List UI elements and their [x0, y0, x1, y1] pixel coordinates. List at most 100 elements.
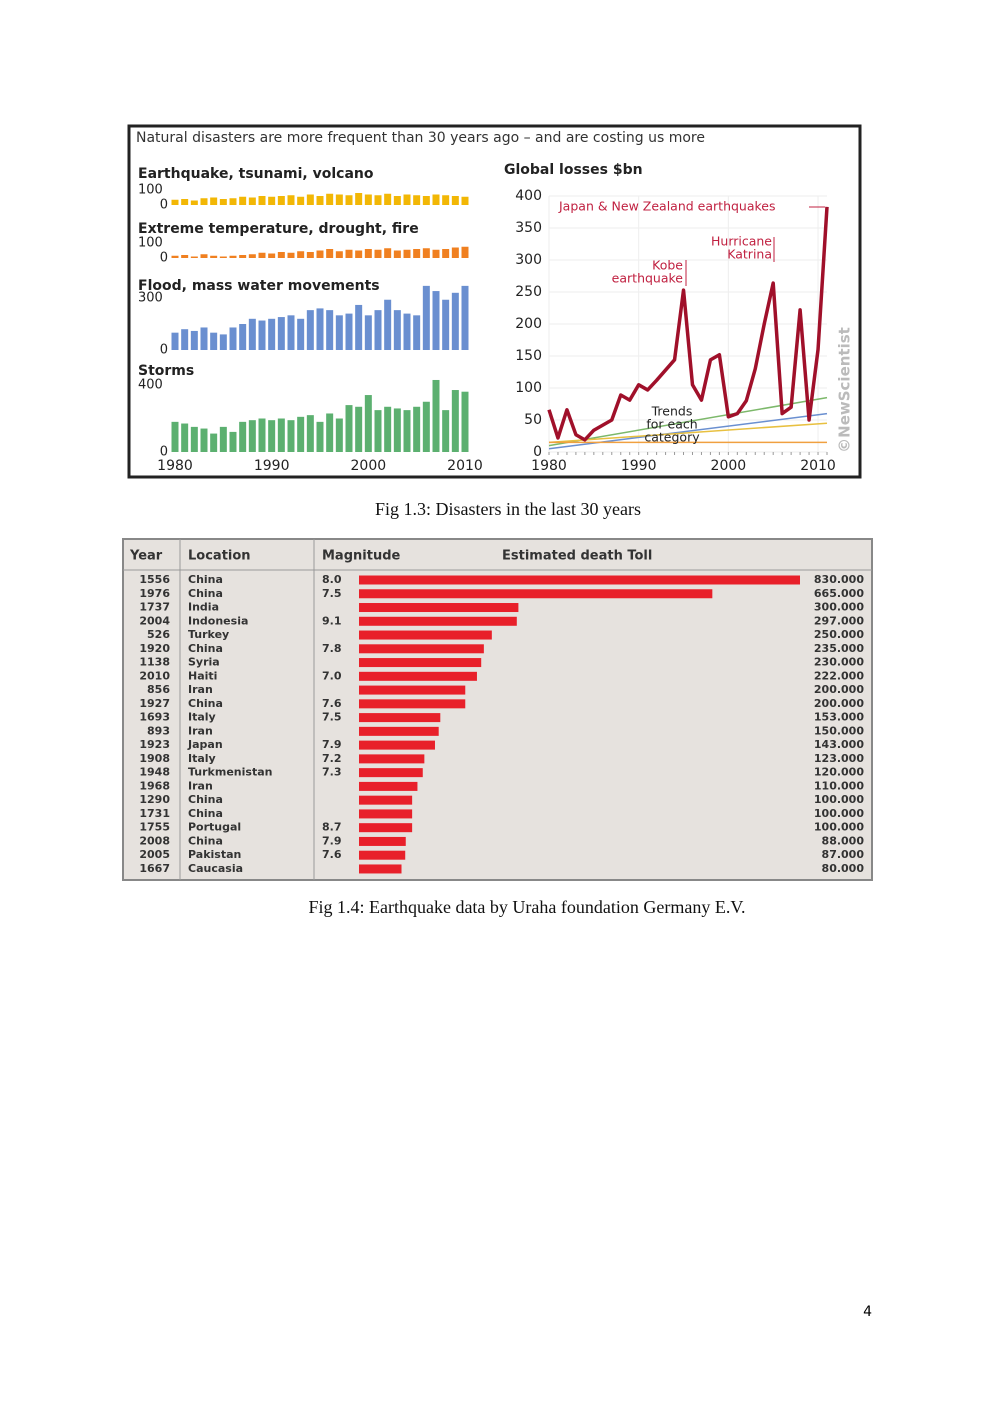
bar — [258, 320, 266, 350]
bar — [248, 318, 256, 350]
death-bar — [359, 713, 441, 723]
bar — [171, 255, 179, 258]
y-tick-label: 400 — [138, 378, 163, 393]
bar — [374, 410, 382, 452]
credit: ©NewScientist — [836, 327, 854, 453]
bar — [239, 421, 247, 452]
annotation: Hurricane — [711, 234, 772, 249]
bar — [326, 193, 334, 205]
panel-title: Extreme temperature, drought, fire — [138, 221, 419, 237]
year: 1976 — [139, 587, 170, 600]
year: 526 — [147, 628, 170, 641]
death-bar — [359, 809, 413, 819]
bar — [181, 199, 189, 205]
bar — [335, 251, 343, 258]
magnitude: 8.0 — [322, 573, 342, 586]
bar — [248, 420, 256, 452]
bar — [355, 193, 363, 205]
death-bar — [359, 644, 484, 654]
figure-frame — [127, 124, 862, 479]
death-bar — [359, 630, 492, 640]
magnitude: 7.6 — [322, 848, 342, 861]
trend-line — [548, 422, 828, 444]
bar — [335, 315, 343, 350]
year: 1908 — [139, 752, 170, 765]
bar — [422, 196, 430, 205]
bar — [171, 199, 179, 205]
year: 2008 — [139, 834, 170, 847]
death-label: 80.000 — [822, 862, 865, 875]
bar — [384, 299, 392, 350]
bar — [200, 254, 208, 258]
annotation: for each — [646, 417, 697, 432]
bar — [268, 420, 276, 452]
death-bar — [359, 671, 477, 681]
bar — [461, 246, 469, 258]
year: 1755 — [139, 821, 170, 834]
bar — [306, 252, 314, 258]
bar — [287, 420, 295, 452]
location: Syria — [188, 656, 220, 669]
year: 1556 — [139, 573, 170, 586]
x-tick-label: 1980 — [157, 458, 193, 474]
death-label: 100.000 — [814, 793, 864, 806]
caption: Fig 1.3: Disasters in the last 30 years — [375, 499, 641, 519]
bar — [268, 253, 276, 258]
location: Iran — [188, 683, 213, 696]
magnitude: 7.9 — [322, 738, 342, 751]
bar — [171, 332, 179, 350]
bar — [432, 379, 440, 452]
bar — [277, 317, 285, 350]
bar — [442, 299, 450, 350]
bar — [403, 410, 411, 452]
year: 1290 — [139, 793, 170, 806]
location: Iran — [188, 779, 213, 792]
year: 1923 — [139, 738, 170, 751]
bar — [258, 252, 266, 258]
y-tick-label: 400 — [515, 188, 542, 204]
magnitude: 7.0 — [322, 669, 342, 682]
bar — [364, 395, 372, 452]
column-header: Location — [188, 549, 251, 564]
magnitude: 7.8 — [322, 642, 342, 655]
y-tick-label: 250 — [515, 284, 542, 300]
death-bar — [359, 616, 517, 626]
year: 2005 — [139, 848, 170, 861]
bar — [229, 327, 237, 350]
location: Turkey — [188, 628, 229, 641]
bar — [190, 256, 198, 258]
y-tick-label: 50 — [524, 412, 542, 428]
bar — [210, 255, 218, 258]
bar — [258, 196, 266, 205]
bar — [393, 250, 401, 258]
bar — [413, 195, 421, 205]
year: 1737 — [139, 601, 170, 614]
bar — [181, 329, 189, 350]
x-tick-label: 2000 — [711, 458, 747, 474]
bar — [306, 310, 314, 350]
y-tick-label: 150 — [515, 348, 542, 364]
death-label: 222.000 — [814, 669, 864, 682]
y-tick-label: 0 — [160, 251, 168, 266]
bar — [200, 327, 208, 350]
location: Japan — [187, 738, 223, 751]
caption: Fig 1.4: Earthquake data by Uraha founda… — [308, 897, 745, 917]
y-tick-label: 100 — [515, 380, 542, 396]
bar — [190, 200, 198, 205]
location: Iran — [188, 724, 213, 737]
year: 1138 — [139, 656, 170, 669]
bar — [345, 195, 353, 205]
death-label: 250.000 — [814, 628, 864, 641]
bar — [461, 196, 469, 205]
death-label: 110.000 — [814, 779, 864, 792]
bar — [326, 413, 334, 452]
bar — [384, 406, 392, 452]
bar — [355, 406, 363, 452]
bar — [190, 426, 198, 452]
bar — [345, 313, 353, 350]
y-tick-label: 0 — [160, 445, 168, 460]
death-label: 100.000 — [814, 807, 864, 820]
death-bar — [359, 603, 519, 613]
location: Caucasia — [188, 862, 243, 875]
